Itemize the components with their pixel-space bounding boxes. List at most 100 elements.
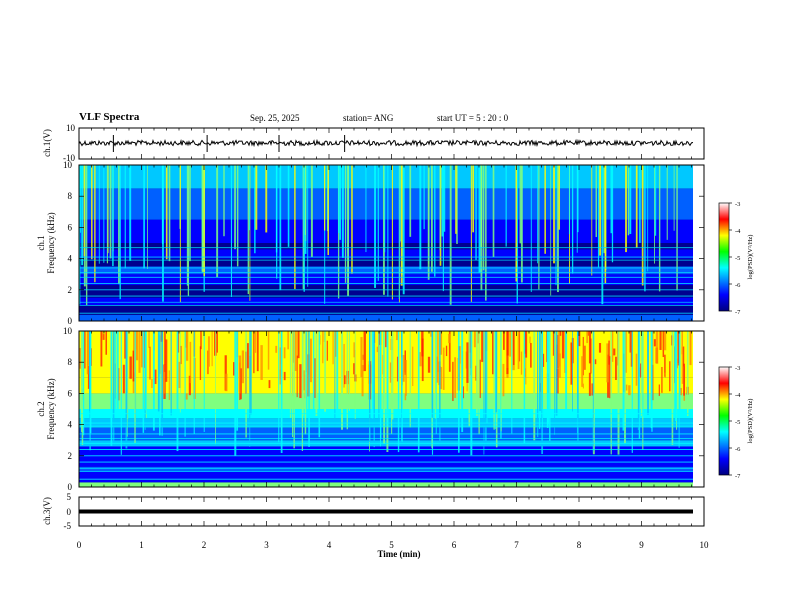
y-tick-label: 8 [68,357,73,367]
spectrogram-speck [606,343,609,383]
spectrogram-sferic [114,331,117,411]
ch1-spec-ylabel-1: ch.1 [36,235,46,250]
spectrogram-sferic [223,165,225,237]
spectrogram-sferic [336,331,339,412]
x-tick-label: 2 [202,540,207,550]
spectrogram-band [79,305,693,315]
spectrogram-sferic [435,331,437,434]
spectrogram-speck [168,370,170,401]
spectrogram-sferic [294,165,296,290]
spectrogram-speck [639,363,642,378]
spectrogram-speck [343,343,345,388]
spectrogram-band [79,266,693,275]
spectrogram-sferic [379,331,381,447]
spectrogram-sferic [591,165,593,276]
spectrogram-speck [588,331,592,364]
spectrogram-speck [124,331,127,359]
spectrogram-sferic [234,165,236,250]
spectrogram-speck [419,352,422,367]
spectrogram-sferic [647,165,649,272]
spectrogram-sferic [373,331,375,448]
spectrogram-speck [509,331,511,357]
y-tick-label: 10 [63,326,73,336]
spectrogram-sferic [346,331,348,430]
spectrogram-sferic [640,331,643,416]
ch1-spectrogram-image [79,165,693,321]
spectrogram-sferic [248,165,250,231]
spectrogram-sferic [324,331,327,412]
spectrogram-sferic [94,165,96,283]
spectrogram-sferic [673,165,675,231]
spectrogram-speck [611,331,614,362]
spectrogram-sferic [577,331,579,443]
spectrogram-sferic [401,331,403,442]
spectrogram-sferic [419,165,422,270]
spectrogram-speck [253,331,255,374]
spectrogram-sferic [592,331,595,455]
spectrogram-speck [396,331,398,341]
spectrogram-speck [135,331,139,361]
colorbar-tick-label: -3 [735,365,740,372]
x-tick-label: 0 [77,540,82,550]
spectrogram-speck [225,373,228,392]
spectrogram-speck [151,378,153,388]
spectrogram-speck [326,340,328,361]
spectrogram-sferic [203,165,205,277]
spectrogram-speck [587,331,589,336]
spectrogram-speck [140,331,144,368]
spectrogram-speck [462,386,465,399]
spectrogram-sferic [400,165,401,242]
spectrogram-sferic [112,165,114,267]
spectrogram-sferic [678,331,680,448]
spectrogram-sferic [365,165,367,253]
colorbar-tick-label: -5 [735,255,740,262]
chart-title: VLF Spectra [79,111,140,123]
ch1-waveform-panel: 10 -10 ch.1(V) [42,123,705,163]
spectrogram-sferic [216,165,219,278]
spectrogram-speck [165,339,168,382]
spectrogram-sferic [398,165,400,299]
spectrogram-speck [149,346,151,380]
spectrogram-sferic [623,331,626,444]
spectrogram-band [79,219,693,243]
spectrogram-speck [558,331,561,367]
spectrogram-sferic [478,331,480,435]
spectrogram-speck [452,361,454,401]
spectrogram-speck [445,345,448,357]
spectrogram-speck [628,385,631,396]
ch3-ytick-bottom: -5 [64,521,72,531]
y-tick-label: 6 [68,388,73,398]
spectrogram-sferic [538,165,540,290]
spectrogram-sferic [91,165,93,260]
spectrogram-sferic [348,331,351,411]
colorbar-tick-label: -3 [735,201,740,208]
spectrogram-sferic [305,331,308,417]
spectrogram-speck [518,331,521,362]
spectrogram-sferic [519,165,522,244]
spectrogram-speck [439,331,443,355]
spectrogram-sferic [476,331,478,416]
spectrogram-speck [294,331,297,372]
spectrogram-sferic [215,331,216,445]
spectrogram-speck [653,339,656,347]
spectrogram-sferic [344,165,347,283]
spectrogram-sferic [341,165,344,258]
spectrogram-speck [314,358,316,398]
spectrogram-sferic [516,165,518,304]
start-time-label: start UT = 5 : 20 : 0 [437,113,509,123]
spectrogram-speck [199,346,202,381]
spectrogram-speck [79,347,82,369]
ch1-ylabel: ch.1(V) [42,129,52,157]
ch3-ytick-mid: 0 [67,507,72,517]
spectrogram-sferic [478,165,481,273]
spectrogram-speck [680,387,682,396]
spectrogram-sferic [442,165,444,292]
spectrogram-sferic [505,165,507,247]
spectrogram-sferic [455,165,457,234]
x-tick-label: 6 [452,540,457,550]
x-tick-label: 8 [577,540,582,550]
spectrogram-sferic [599,165,602,256]
spectrogram-speck [598,343,602,353]
spectrogram-speck [529,336,531,344]
